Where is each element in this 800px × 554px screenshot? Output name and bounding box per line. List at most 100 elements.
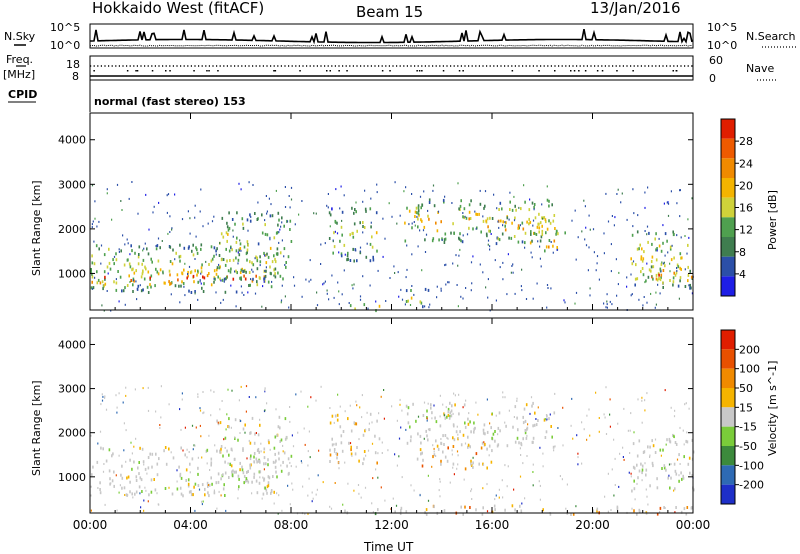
scatter-cell: [542, 465, 544, 468]
scatter-cell: [372, 511, 374, 514]
scatter-cell: [329, 505, 331, 508]
echo-cell: [278, 218, 280, 222]
echo-cell: [224, 494, 226, 497]
echo-cell: [261, 231, 264, 235]
echo-cell: [685, 439, 687, 443]
scatter-cell: [118, 392, 120, 395]
echo-cell: [551, 435, 553, 439]
cpid-text: normal (fast stereo) 153: [94, 95, 246, 108]
colorbar-segment: [721, 256, 735, 277]
scatter-cell: [617, 422, 619, 425]
scatter-cell: [521, 289, 523, 292]
scatter-cell: [145, 193, 147, 196]
echo-cell: [179, 472, 182, 476]
echo-cell: [658, 277, 660, 280]
echo-cell: [648, 268, 651, 272]
echo-cell: [264, 274, 267, 278]
scatter-cell: [399, 214, 401, 217]
echo-cell: [117, 270, 119, 273]
echo-cell: [231, 470, 233, 474]
scatter-cell: [186, 448, 188, 451]
echo-cell: [239, 461, 241, 465]
scatter-cell: [294, 223, 296, 226]
echo-cell: [111, 454, 113, 458]
echo-cell: [276, 475, 278, 479]
scatter-cell: [532, 471, 534, 473]
scatter-cell: [630, 273, 632, 276]
echo-cell: [274, 435, 277, 439]
echo-cell: [101, 280, 104, 284]
scatter-cell: [356, 404, 358, 407]
scatter-cell: [679, 189, 681, 192]
echo-cell: [552, 219, 555, 223]
freq-dot: [596, 70, 599, 72]
scatter-cell: [483, 441, 485, 444]
scatter-cell: [362, 200, 364, 203]
echo-cell: [354, 208, 356, 211]
freq-dot: [151, 70, 154, 72]
echo-cell: [206, 274, 209, 278]
echo-cell: [434, 416, 436, 420]
echo-cell: [179, 254, 182, 258]
echo-cell: [687, 273, 690, 277]
scatter-cell: [588, 246, 590, 249]
echo-cell: [251, 480, 253, 484]
scatter-cell: [549, 413, 551, 416]
echo-cell: [492, 432, 495, 436]
echo-cell: [135, 475, 138, 479]
scatter-cell: [289, 503, 291, 506]
scatter-cell: [574, 302, 576, 305]
echo-cell: [232, 277, 235, 281]
scatter-cell: [385, 300, 387, 302]
scatter-cell: [539, 257, 541, 260]
freq-dot: [442, 70, 445, 72]
echo-cell: [665, 468, 667, 472]
scatter-cell: [169, 231, 171, 233]
echo-cell: [246, 240, 249, 244]
scatter-cell: [199, 424, 201, 427]
echo-cell: [462, 433, 465, 437]
echo-cell: [647, 275, 650, 279]
echo-cell: [359, 221, 361, 225]
freq-tick-bottom: 8: [72, 70, 79, 83]
scatter-cell: [614, 457, 616, 460]
scatter-cell: [679, 426, 681, 429]
echo-cell: [650, 265, 653, 269]
scatter-cell: [435, 455, 437, 457]
echo-cell: [103, 284, 105, 288]
echo-cell: [652, 277, 654, 281]
scatter-cell: [215, 481, 217, 484]
echo-cell: [426, 409, 428, 413]
echo-cell: [111, 479, 114, 483]
echo-cell: [651, 242, 653, 246]
echo-cell: [501, 232, 504, 236]
freq-dot: [329, 70, 331, 72]
scatter-cell: [366, 242, 368, 245]
echo-cell: [472, 461, 474, 465]
echo-cell: [404, 221, 406, 225]
scatter-cell: [488, 454, 490, 457]
scatter-cell: [384, 499, 386, 502]
echo-cell: [485, 232, 488, 236]
scatter-cell: [554, 392, 556, 395]
echo-cell: [520, 509, 523, 513]
echo-cell: [648, 231, 650, 235]
echo-cell: [278, 415, 281, 419]
scatter-cell: [368, 422, 370, 425]
echo-cell: [443, 509, 446, 513]
scatter-cell: [186, 456, 188, 459]
scatter-cell: [596, 262, 598, 265]
scatter-cell: [610, 509, 612, 511]
scatter-cell: [588, 214, 590, 217]
echo-cell: [532, 401, 534, 405]
echo-cell: [548, 219, 550, 223]
echo-cell: [486, 217, 489, 221]
echo-cell: [639, 243, 641, 247]
echo-cell: [121, 476, 124, 480]
echo-cell: [497, 219, 500, 223]
scatter-cell: [686, 431, 688, 434]
echo-cell: [472, 465, 474, 469]
echo-cell: [491, 449, 493, 453]
echo-cell: [220, 232, 223, 236]
echo-cell: [253, 455, 255, 459]
